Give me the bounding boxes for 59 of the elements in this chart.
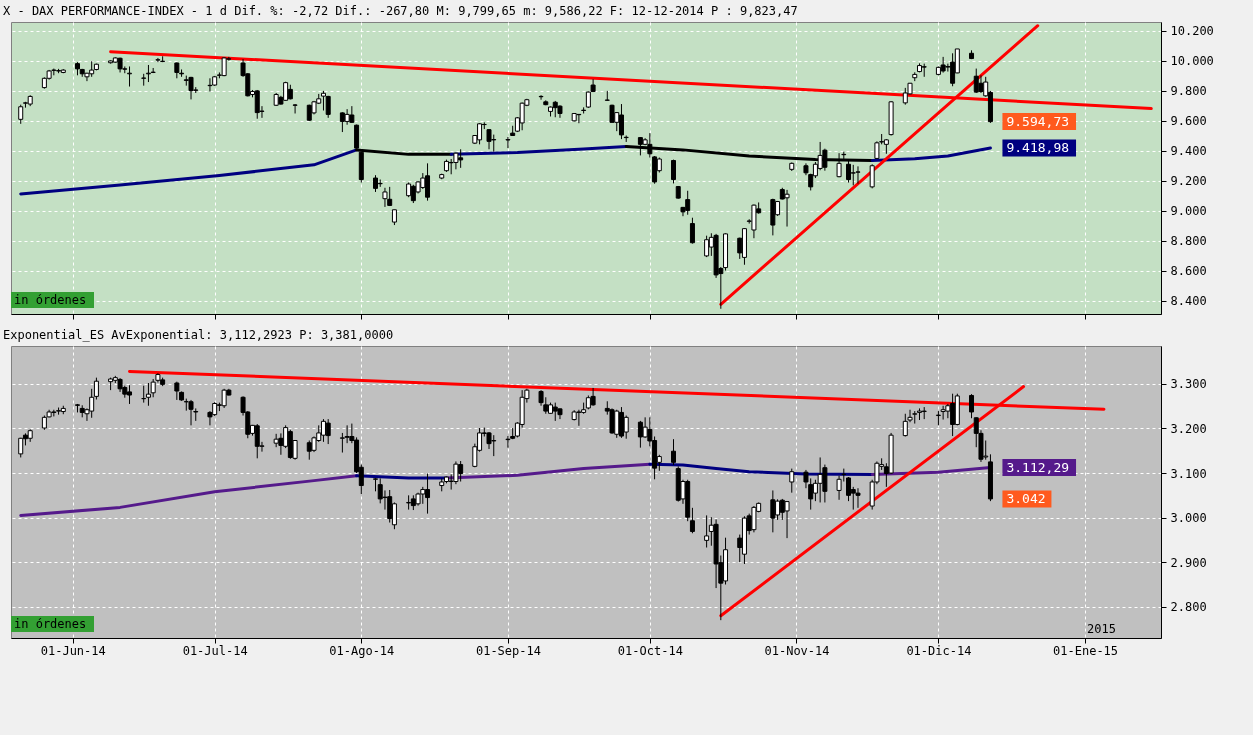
candlestick: [576, 113, 582, 124]
annotation: 3.042: [1006, 490, 1046, 506]
annotation: 3.112,29: [1006, 459, 1070, 475]
candlestick: [855, 487, 861, 509]
y-tick-label: 3.200: [1170, 421, 1207, 436]
y-tick-label: 2.900: [1170, 555, 1207, 570]
annotation: in órdenes: [14, 617, 87, 631]
x-tick-label: 01-Sep-14: [475, 643, 541, 658]
candlestick: [576, 409, 582, 427]
candlestick: [382, 187, 388, 208]
candlestick: [505, 435, 511, 449]
candlestick: [671, 438, 677, 466]
candlestick: [869, 163, 875, 189]
candlestick: [486, 128, 492, 150]
chart-title: X - DAX PERFORMANCE-INDEX - 1 d Dif. %: -2,72 Dif.: -267,80 M: 9,799,65 m: 9,586,22 F: 12-12-2014 P : 9,823,47: [3, 4, 798, 18]
y-tick-label: 10.000: [1170, 54, 1214, 69]
y-tick-label: 9.600: [1170, 114, 1207, 129]
candlestick: [188, 399, 194, 426]
candlestick: [689, 217, 695, 245]
y-tick-label: 3.300: [1170, 377, 1207, 392]
x-tick-label: 01-Nov-14: [764, 643, 830, 658]
annotation: 2015: [1087, 622, 1116, 636]
candlestick: [969, 393, 975, 419]
y-tick-label: 9.000: [1170, 204, 1207, 219]
annotation: 9.418,98: [1006, 139, 1070, 155]
y-tick-label: 9.200: [1170, 174, 1207, 189]
chart-title: Exponential_ES AvExponential: 3,112,2923 P: 3,381,0000: [3, 328, 394, 342]
x-tick-label: 01-Jun-14: [40, 643, 106, 658]
x-tick-label: 01-Dic-14: [906, 643, 972, 658]
candlestick: [940, 56, 946, 74]
annotation: 9.594,73: [1006, 113, 1070, 129]
candlestick: [978, 74, 984, 94]
candlestick: [325, 418, 331, 445]
candlestick: [973, 68, 979, 94]
candlestick: [770, 489, 776, 533]
line-series: [870, 146, 992, 163]
y-tick-label: 3.100: [1170, 466, 1207, 481]
candlestick: [538, 94, 544, 101]
x-tick-label: 01-Ene-15: [1053, 643, 1119, 658]
y-tick-label: 10.200: [1170, 24, 1214, 39]
x-tick-label: 01-Jul-14: [182, 643, 248, 658]
x-tick-label: 01-Ago-14: [329, 643, 395, 658]
y-tick-label: 8.600: [1170, 264, 1207, 279]
candlestick: [292, 103, 298, 114]
candlestick: [689, 507, 695, 534]
y-tick-label: 8.800: [1170, 234, 1207, 249]
y-tick-label: 8.400: [1170, 294, 1207, 309]
y-tick-label: 2.800: [1170, 600, 1207, 615]
y-tick-label: 9.800: [1170, 84, 1207, 99]
candlestick: [789, 468, 795, 494]
candlestick: [207, 77, 213, 92]
annotation: in órdenes: [14, 293, 87, 307]
candlestick: [618, 103, 624, 140]
y-tick-label: 9.400: [1170, 144, 1207, 159]
candlestick: [590, 387, 596, 407]
y-tick-label: 3.000: [1170, 511, 1207, 526]
x-tick-label: 01-Oct-14: [617, 643, 683, 658]
candlestick: [623, 415, 629, 440]
candlestick: [846, 476, 852, 502]
